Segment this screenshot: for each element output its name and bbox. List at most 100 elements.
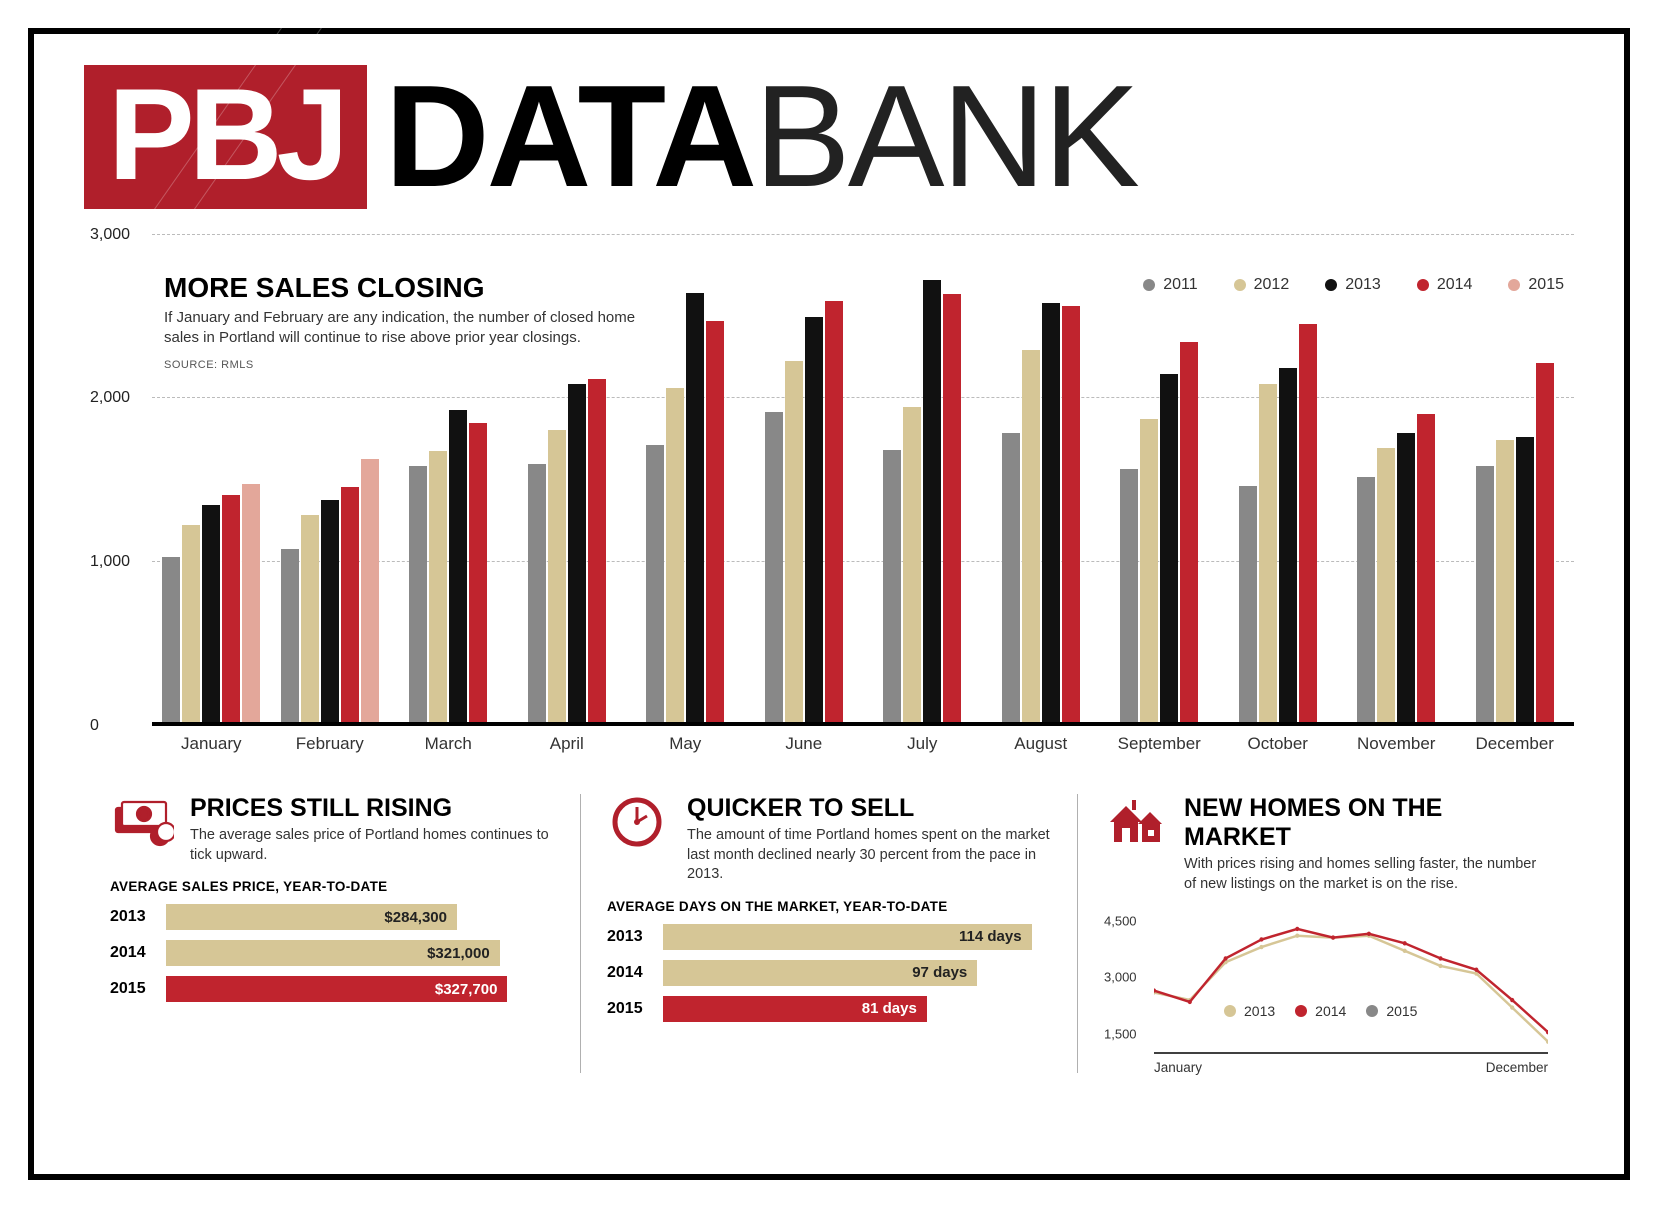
month-label: June — [745, 724, 864, 764]
bar — [765, 412, 783, 724]
hbar-year: 2014 — [607, 964, 651, 982]
month-label: December — [1456, 724, 1575, 764]
bar — [222, 495, 240, 724]
bar — [883, 450, 901, 724]
chart-legend: 20112012201320142015 — [1143, 276, 1564, 294]
legend-item: 2013 — [1325, 276, 1381, 294]
legend-label: 2014 — [1437, 276, 1473, 294]
listings-linechart: 4,500 3,000 1,500 2013 2014 2015 January Dec… — [1104, 908, 1548, 1073]
bar — [588, 379, 606, 724]
month-group — [863, 234, 982, 724]
hbar-track: $284,300 — [166, 904, 554, 930]
pbj-logo: PBJ — [84, 65, 367, 209]
lc-legend-item: 2014 — [1295, 1003, 1346, 1019]
bar — [202, 505, 220, 724]
bar — [1417, 414, 1435, 724]
hbar-row: 2014 $321,000 — [110, 940, 554, 966]
month-label: April — [508, 724, 627, 764]
bar — [1536, 363, 1554, 724]
panel-prices: $ PRICES STILL RISING The average sales … — [84, 794, 580, 1073]
month-label: October — [1219, 724, 1338, 764]
lc-ytick: 4,500 — [1104, 913, 1137, 928]
chart-title-block: MORE SALES CLOSING If January and Februa… — [164, 272, 644, 371]
clock-icon — [607, 794, 671, 850]
bar — [785, 361, 803, 724]
bar — [1062, 306, 1080, 724]
lc-legend-item: 2013 — [1224, 1003, 1275, 1019]
month-label: November — [1337, 724, 1456, 764]
lc-x-end: December — [1486, 1060, 1548, 1075]
hbar-track: 81 days — [663, 996, 1051, 1022]
legend-swatch — [1417, 279, 1429, 291]
legend-swatch — [1508, 279, 1520, 291]
hbar-year: 2015 — [110, 980, 154, 998]
lc-ytick: 3,000 — [1104, 970, 1137, 985]
bar — [1496, 440, 1514, 724]
bar — [1476, 466, 1494, 724]
month-label: August — [982, 724, 1101, 764]
linechart-xlabels: January December — [1154, 1060, 1548, 1075]
hbar-row: 2015 81 days — [607, 996, 1051, 1022]
house-icon — [1104, 794, 1168, 850]
bar — [1239, 486, 1257, 724]
month-group — [982, 234, 1101, 724]
hbar-fill: 97 days — [663, 960, 977, 986]
line-series — [1154, 936, 1548, 1042]
bar — [1160, 374, 1178, 724]
bar — [1299, 324, 1317, 724]
bar — [903, 407, 921, 724]
bar — [341, 487, 359, 724]
hbar-fill: 114 days — [663, 924, 1032, 950]
page-title: DATABANK — [385, 64, 1137, 209]
bar — [686, 293, 704, 724]
hbar-row: 2013 114 days — [607, 924, 1051, 950]
hbar-row: 2014 97 days — [607, 960, 1051, 986]
bar — [1140, 419, 1158, 724]
bar — [1259, 384, 1277, 724]
lc-legend-item: 2015 — [1366, 1003, 1417, 1019]
panel-listings-sub: With prices rising and homes selling fas… — [1184, 855, 1548, 894]
hbar-year: 2013 — [607, 928, 651, 946]
month-label: May — [626, 724, 745, 764]
hbar-fill: 81 days — [663, 996, 927, 1022]
bar — [568, 384, 586, 724]
days-hbars: 2013 114 days 2014 97 days 2015 81 days — [607, 924, 1051, 1022]
legend-item: 2014 — [1417, 276, 1473, 294]
main-bar-chart: MORE SALES CLOSING If January and Februa… — [84, 234, 1574, 764]
bar — [923, 280, 941, 724]
bar — [1397, 433, 1415, 724]
panel-prices-title: PRICES STILL RISING — [190, 794, 554, 823]
title-data: DATA — [385, 55, 754, 217]
hbar-year: 2013 — [110, 908, 154, 926]
hbar-row: 2013 $284,300 — [110, 904, 554, 930]
bar — [1180, 342, 1198, 724]
bar — [429, 451, 447, 724]
bar — [943, 294, 961, 724]
panel-days-title: QUICKER TO SELL — [687, 794, 1051, 823]
month-label: July — [863, 724, 982, 764]
hbar-year: 2015 — [607, 1000, 651, 1018]
month-group — [1100, 234, 1219, 724]
legend-label: 2015 — [1528, 276, 1564, 294]
legend-swatch — [1143, 279, 1155, 291]
bar — [825, 301, 843, 724]
legend-label: 2014 — [1315, 1003, 1346, 1019]
bar — [1042, 303, 1060, 724]
bar — [1120, 469, 1138, 724]
month-group — [1456, 234, 1575, 724]
svg-text:$: $ — [141, 810, 147, 821]
chart-subtitle: If January and February are any indicati… — [164, 308, 644, 349]
lc-ytick: 1,500 — [1104, 1027, 1137, 1042]
hbar-fill: $321,000 — [166, 940, 500, 966]
hbar-track: 114 days — [663, 924, 1051, 950]
legend-label: 2011 — [1163, 276, 1197, 294]
bar — [805, 317, 823, 724]
legend-swatch — [1295, 1005, 1307, 1017]
bar — [1357, 477, 1375, 724]
legend-swatch — [1366, 1005, 1378, 1017]
panel-listings: NEW HOMES ON THE MARKET With prices risi… — [1077, 794, 1574, 1073]
lc-x-start: January — [1154, 1060, 1202, 1075]
bar — [1279, 368, 1297, 724]
legend-swatch — [1224, 1005, 1236, 1017]
chart-title: MORE SALES CLOSING — [164, 272, 644, 304]
